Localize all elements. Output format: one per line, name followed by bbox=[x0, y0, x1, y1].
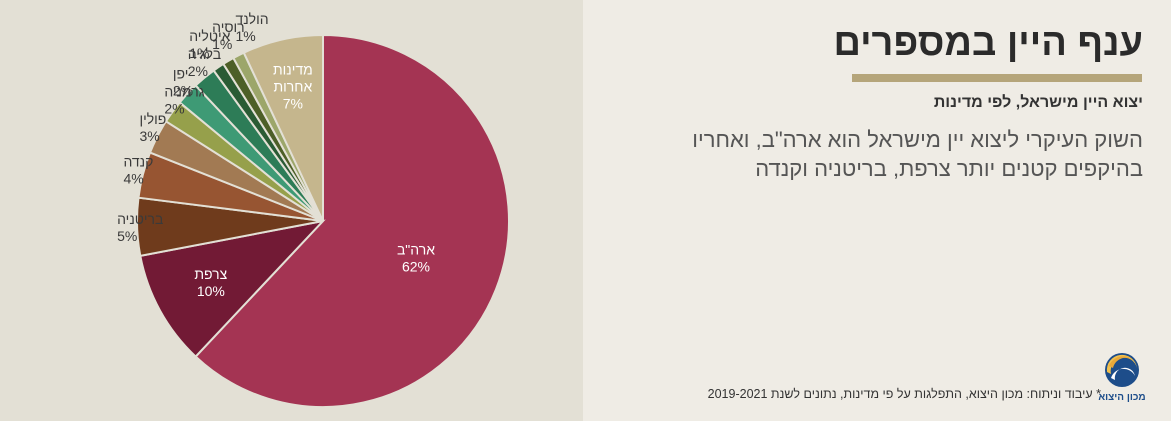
text-panel: ענף היין במספרים יצוא היין מישראל, לפי מ… bbox=[583, 0, 1171, 421]
institute-logo: מכון היצוא bbox=[1097, 350, 1147, 408]
slice-value-label: 2% bbox=[188, 63, 208, 79]
chart-panel: ארה"ב 62% צרפת 10% בריטניה 5% קנדה 4% פולין 3% גרמ… bbox=[0, 0, 583, 421]
slice-category-label: קנדה bbox=[123, 153, 153, 169]
slice-category-label: פולין bbox=[139, 111, 166, 127]
page-title: ענף היין במספרים bbox=[833, 22, 1143, 64]
slice-value-label: 5% bbox=[117, 228, 137, 244]
slice-category-label: יפן bbox=[173, 65, 189, 81]
logo-swirl-icon bbox=[1105, 353, 1139, 387]
logo-text: מכון היצוא bbox=[1098, 392, 1146, 403]
slice-category-label: מדינות bbox=[273, 61, 313, 77]
pie-slice bbox=[194, 33, 510, 408]
slice-value-label: 62% bbox=[402, 258, 430, 274]
slice-value-label: 10% bbox=[197, 283, 225, 299]
slice-value-label: 7% bbox=[283, 95, 303, 111]
slice-category-label: צרפת bbox=[194, 266, 227, 282]
slice-category-label: רוסיה bbox=[212, 19, 245, 35]
chart-subtitle: יצוא היין מישראל, לפי מדינות bbox=[933, 94, 1143, 111]
slice-value-label: 3% bbox=[139, 128, 159, 144]
slice-value-label: 1% bbox=[212, 36, 232, 52]
slice-category-label: בריטניה bbox=[117, 211, 163, 227]
slice-category-label: ארה"ב bbox=[397, 241, 435, 257]
slice-category-label: איטליה bbox=[189, 28, 230, 44]
slice-value-label: 1% bbox=[189, 45, 209, 61]
slice-value-label: 2% bbox=[173, 82, 193, 98]
pie-slice bbox=[242, 33, 324, 222]
slice-value-label: 2% bbox=[164, 100, 184, 116]
pie-slice bbox=[139, 219, 326, 359]
title-underline bbox=[852, 74, 1142, 82]
slice-value-label: 1% bbox=[235, 28, 255, 44]
slice-value-label: 4% bbox=[123, 170, 143, 186]
slice-category-label: הולנד bbox=[235, 11, 268, 27]
slice-category-label: גרמניה bbox=[164, 83, 204, 99]
chart-description: השוק העיקרי ליצוא יין מישראל הוא ארה"ב, … bbox=[692, 127, 1143, 181]
slice-category-label: אחרות bbox=[273, 78, 312, 94]
source-footnote: * עיבוד וניתוח: מכון היצוא, התפלגות על פ… bbox=[707, 387, 1101, 401]
slice-category-label: בלגיה bbox=[188, 46, 221, 62]
